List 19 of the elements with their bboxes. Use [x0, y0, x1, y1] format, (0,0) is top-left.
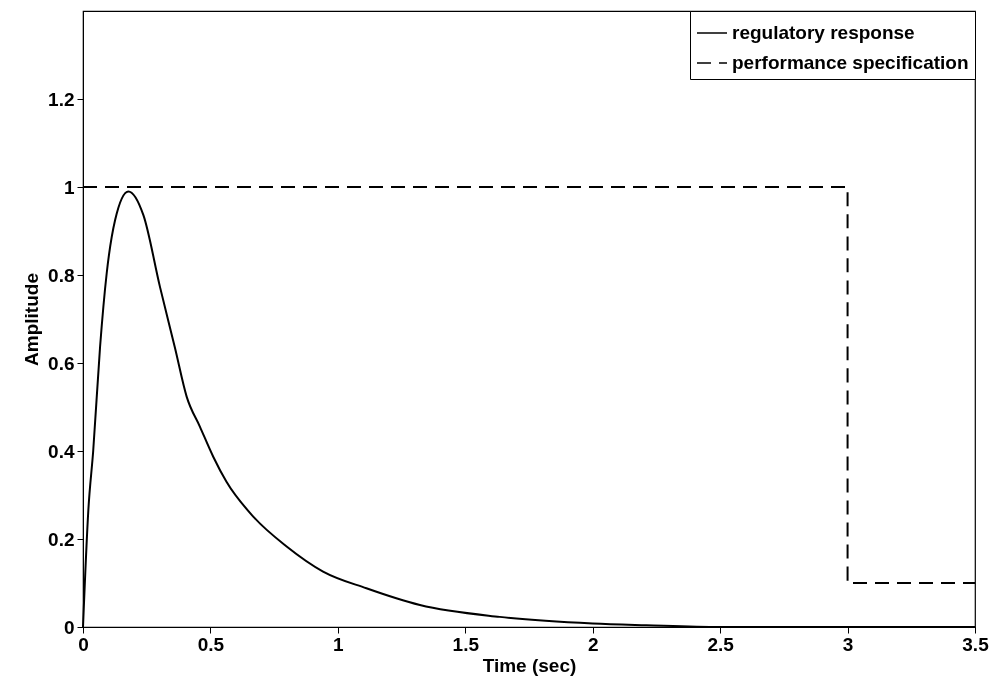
x-tick-label: 2 — [587, 633, 599, 655]
x-tick-label: 1 — [333, 633, 345, 655]
x-tick-label: 3.5 — [962, 633, 990, 655]
y-axis-title: Amplitude — [21, 273, 43, 366]
y-tick-label: 0.4 — [48, 440, 75, 462]
y-tick-label: 0.2 — [48, 528, 75, 550]
y-tick-label: 1.2 — [48, 88, 75, 110]
legend-label: performance specification — [732, 52, 969, 73]
x-tick-label: 0.5 — [197, 633, 225, 655]
x-axis-title: Time (sec) — [482, 654, 577, 676]
x-tick-label: 1.5 — [452, 633, 480, 655]
y-tick-label: 0.8 — [48, 264, 75, 286]
legend-label: regulatory response — [732, 22, 915, 43]
x-tick-label: 2.5 — [707, 633, 735, 655]
x-tick-label: 0 — [78, 633, 89, 655]
y-tick-label: 1 — [63, 176, 75, 198]
y-tick-label: 0 — [63, 616, 75, 638]
x-tick-label: 3 — [842, 633, 854, 655]
y-tick-label: 0.6 — [48, 352, 75, 374]
